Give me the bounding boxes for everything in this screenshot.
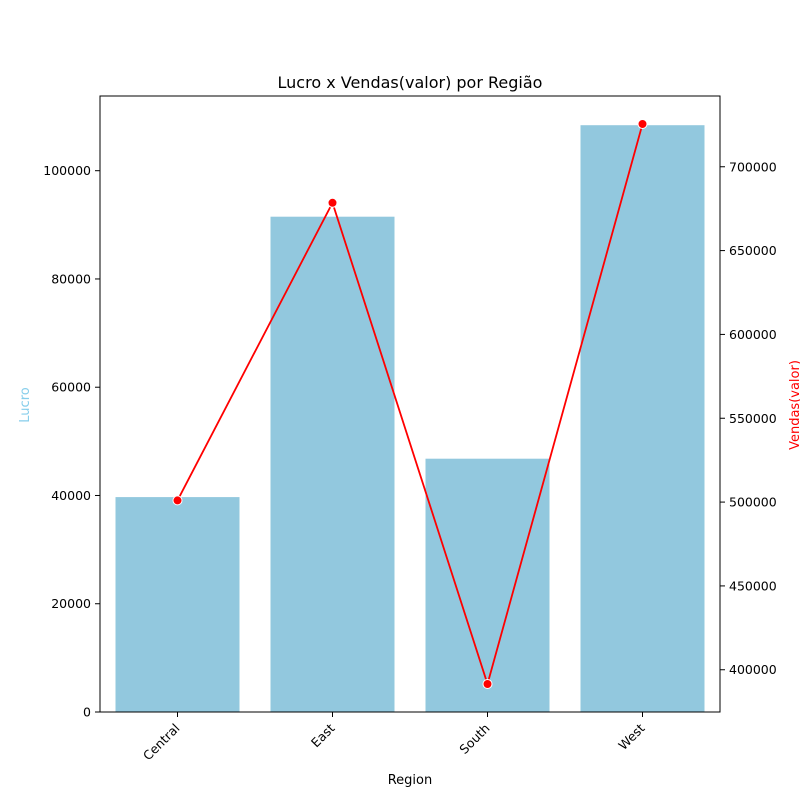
y-left-tick-label: 40000 (51, 488, 91, 503)
y-left-axis-label: Lucro (18, 387, 33, 422)
sales-point-south (482, 679, 493, 689)
y-left-tick-label: 20000 (51, 596, 91, 611)
line-layer (172, 119, 648, 689)
plot-frame (99, 95, 721, 713)
bars-layer (115, 125, 705, 712)
bar-south (425, 458, 550, 712)
x-tick-label-west: West (615, 720, 647, 752)
sales-point-east (327, 197, 338, 208)
y-right-tick-label: 700000 (729, 159, 777, 174)
y-right-tick-label: 450000 (729, 578, 777, 593)
y-right-tick-label: 600000 (729, 327, 777, 342)
y-left-tick-label: 0 (83, 705, 91, 720)
sales-line (176, 123, 644, 688)
y-right-tick-label: 550000 (729, 411, 777, 426)
sales-point-central (172, 495, 183, 506)
y-right-tick-label: 500000 (729, 495, 777, 510)
x-tick-label-east: East (308, 720, 338, 750)
sales-point-west (637, 119, 648, 129)
y-right-axis-label: Vendas(valor) (788, 360, 800, 450)
y-left-tick-label: 60000 (51, 380, 91, 395)
bar-west (580, 125, 705, 712)
y-left-tick-label: 100000 (43, 163, 91, 178)
bar-east (270, 216, 395, 712)
chart-title: Lucro x Vendas(valor) por Região (278, 73, 543, 92)
x-tick-label-central: Central (140, 721, 183, 764)
y-left-tick-label: 80000 (51, 271, 91, 286)
x-tick-label-south: South (456, 721, 492, 757)
y-right-tick-label: 400000 (729, 662, 777, 677)
y-right-tick-label: 650000 (729, 243, 777, 258)
x-axis-label: Region (388, 773, 433, 788)
bar-central (115, 497, 240, 712)
labels-layer: Lucro x Vendas(valor) por Região Region … (18, 73, 800, 788)
